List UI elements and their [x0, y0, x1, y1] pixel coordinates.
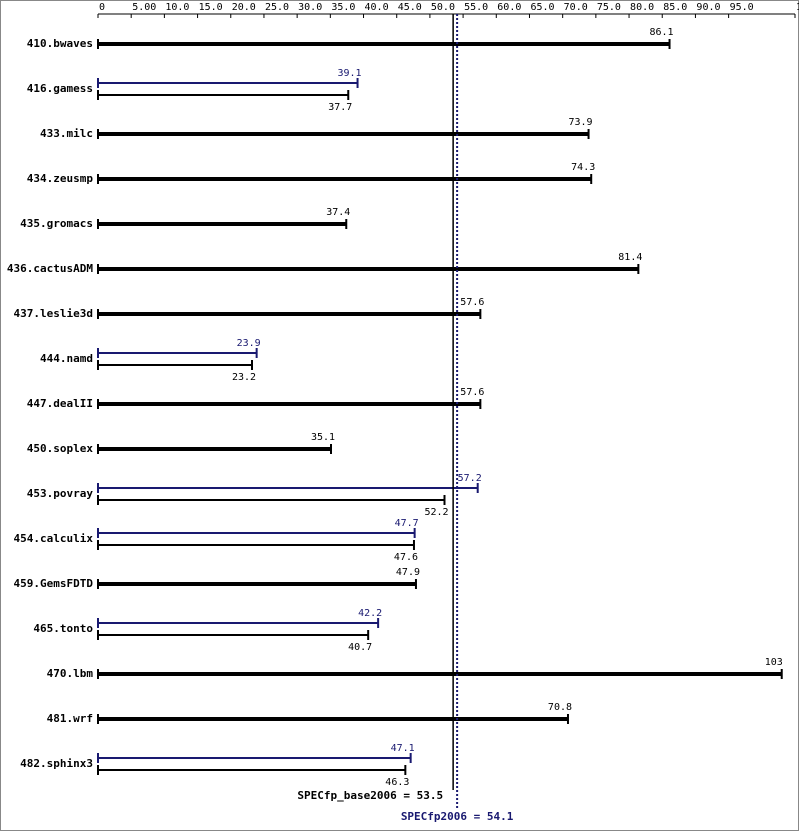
- value-label: 23.2: [232, 372, 256, 383]
- value-label: 37.7: [328, 102, 352, 113]
- category-label: 447.dealII: [27, 397, 93, 410]
- value-label: 81.4: [618, 252, 642, 263]
- value-label: 57.2: [458, 473, 482, 484]
- x-tick-label: 105: [796, 2, 799, 13]
- x-tick-label: 0: [99, 2, 105, 13]
- category-label: 470.lbm: [47, 667, 94, 680]
- value-label: 47.7: [395, 518, 419, 529]
- value-label: 35.1: [311, 432, 335, 443]
- value-label: 57.6: [460, 387, 484, 398]
- category-label: 459.GemsFDTD: [14, 577, 94, 590]
- value-label: 86.1: [649, 27, 673, 38]
- value-label: 52.2: [424, 507, 448, 518]
- category-label: 410.bwaves: [27, 37, 93, 50]
- x-tick-label: 50.0: [431, 2, 455, 13]
- category-label: 436.cactusADM: [7, 262, 93, 275]
- x-tick-label: 70.0: [564, 2, 588, 13]
- value-label: 42.2: [358, 608, 382, 619]
- value-label: 39.1: [338, 68, 362, 79]
- category-label: 482.sphinx3: [20, 757, 93, 770]
- category-label: 453.povray: [27, 487, 94, 500]
- category-label: 435.gromacs: [20, 217, 93, 230]
- x-tick-label: 95.0: [730, 2, 754, 13]
- value-label: 73.9: [569, 117, 593, 128]
- x-tick-label: 45.0: [398, 2, 422, 13]
- value-label: 47.1: [391, 743, 415, 754]
- value-label: 23.9: [237, 338, 261, 349]
- reference-label: SPECfp2006 = 54.1: [401, 810, 514, 823]
- x-tick-label: 80.0: [630, 2, 654, 13]
- x-tick-label: 85.0: [663, 2, 687, 13]
- x-tick-label: 60.0: [497, 2, 521, 13]
- x-tick-label: 20.0: [232, 2, 256, 13]
- x-tick-label: 90.0: [696, 2, 720, 13]
- value-label: 103: [765, 657, 783, 668]
- category-label: 465.tonto: [33, 622, 93, 635]
- value-label: 47.6: [394, 552, 418, 563]
- value-label: 40.7: [348, 642, 372, 653]
- reference-label: SPECfp_base2006 = 53.5: [297, 789, 443, 802]
- category-label: 454.calculix: [14, 532, 94, 545]
- category-label: 481.wrf: [47, 712, 93, 725]
- category-label: 450.soplex: [27, 442, 94, 455]
- category-label: 433.milc: [40, 127, 93, 140]
- value-label: 46.3: [385, 777, 409, 788]
- x-tick-label: 5.00: [132, 2, 156, 13]
- x-tick-label: 10.0: [165, 2, 189, 13]
- x-tick-label: 55.0: [464, 2, 488, 13]
- x-tick-label: 25.0: [265, 2, 289, 13]
- category-label: 444.namd: [40, 352, 93, 365]
- value-label: 37.4: [326, 207, 350, 218]
- category-label: 434.zeusmp: [27, 172, 94, 185]
- x-tick-label: 15.0: [199, 2, 223, 13]
- value-label: 70.8: [548, 702, 572, 713]
- category-label: 416.gamess: [27, 82, 93, 95]
- x-tick-label: 30.0: [298, 2, 322, 13]
- value-label: 47.9: [396, 567, 420, 578]
- category-label: 437.leslie3d: [14, 307, 93, 320]
- x-tick-label: 35.0: [331, 2, 355, 13]
- x-tick-label: 75.0: [597, 2, 621, 13]
- value-label: 74.3: [571, 162, 595, 173]
- x-tick-label: 65.0: [530, 2, 554, 13]
- x-tick-label: 40.0: [365, 2, 389, 13]
- value-label: 57.6: [460, 297, 484, 308]
